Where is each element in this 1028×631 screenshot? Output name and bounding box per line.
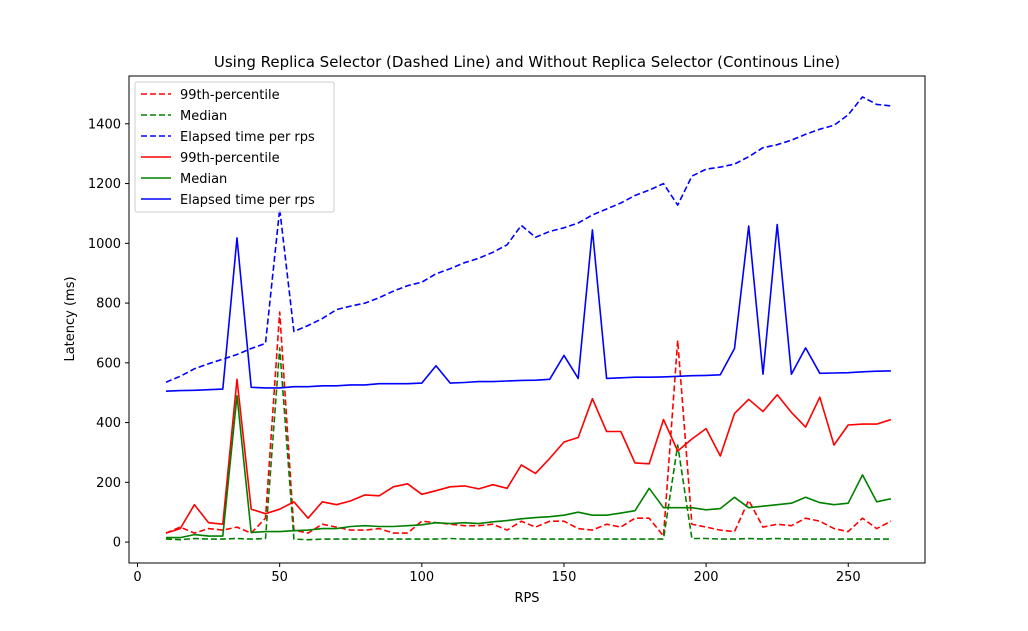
x-tick-label: 50 xyxy=(271,570,288,585)
x-tick-label: 150 xyxy=(552,570,577,585)
series-line-dashed-0 xyxy=(165,311,892,537)
chart-title: Using Replica Selector (Dashed Line) and… xyxy=(214,53,840,71)
y-tick-label: 0 xyxy=(113,536,121,551)
legend-label: 99th-percentile xyxy=(180,88,280,103)
x-tick-label: 100 xyxy=(409,570,434,585)
series-line-solid-3 xyxy=(165,378,892,534)
x-axis-label: RPS xyxy=(514,591,539,606)
axes-frame xyxy=(128,75,926,564)
y-tick-label: 1200 xyxy=(88,177,121,192)
series-line-solid-5 xyxy=(165,223,891,392)
series-line-dashed-2 xyxy=(165,96,891,383)
series-line-dashed-1 xyxy=(165,347,891,541)
y-tick-label: 1400 xyxy=(88,117,121,132)
y-axis: 0 200 400 600 800 1000 1200 1400 xyxy=(88,117,129,551)
legend-label: Elapsed time per rps xyxy=(180,130,315,145)
y-tick-label: 600 xyxy=(96,356,121,371)
y-axis-label: Latency (ms) xyxy=(63,276,78,361)
legend-label: 99th-percentile xyxy=(180,151,280,166)
legend-label: Median xyxy=(180,109,227,124)
plot-area xyxy=(128,75,926,564)
x-axis: 0 50 100 150 200 250 xyxy=(133,563,861,585)
legend: 99th-percentile Median Elapsed time per rp… xyxy=(134,81,335,213)
series-layer xyxy=(165,96,892,541)
y-tick-label: 800 xyxy=(96,297,121,312)
legend-box xyxy=(134,81,335,213)
y-tick-label: 400 xyxy=(96,416,121,431)
y-tick-label: 1000 xyxy=(88,237,121,252)
legend-label: Elapsed time per rps xyxy=(180,193,315,208)
y-tick-label: 200 xyxy=(96,476,121,491)
x-tick-label: 0 xyxy=(133,570,141,585)
x-tick-label: 250 xyxy=(836,570,861,585)
series-line-solid-4 xyxy=(166,394,892,539)
x-tick-label: 200 xyxy=(694,570,719,585)
legend-label: Median xyxy=(180,172,227,187)
